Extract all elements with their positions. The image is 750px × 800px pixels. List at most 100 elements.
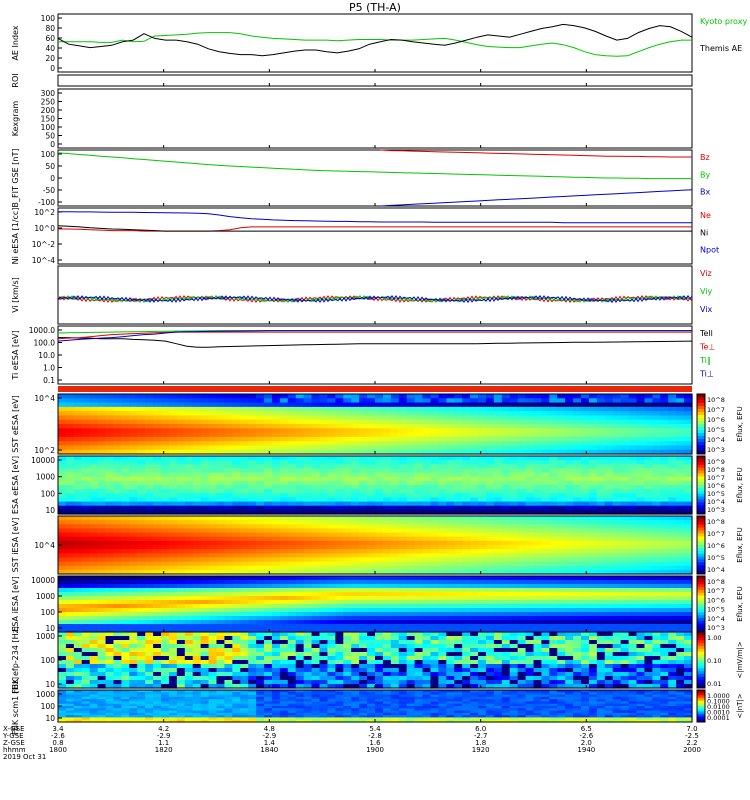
heatmap-cell [208,553,218,559]
colorbar-cell [697,479,705,483]
heatmap-cell [335,620,344,625]
heatmap-cell [359,545,368,550]
heatmap-cell [652,436,661,442]
heatmap-cell [351,612,360,617]
heatmap-cell [327,456,336,461]
heatmap-cell [454,545,463,550]
heatmap-cell [58,684,67,689]
heatmap-cell [398,620,408,625]
heatmap-cell [200,468,210,474]
heatmap-cell [351,398,360,404]
heatmap-cell [105,536,115,542]
heatmap-cell [517,540,527,546]
heatmap-cell [541,545,550,550]
heatmap-cell [604,596,614,601]
heatmap-cell [390,489,400,494]
heatmap-cell [168,588,178,593]
heatmap-cell [359,569,368,575]
colorbar-cell [697,578,705,583]
heatmap-cell [145,652,154,657]
heatmap-cell [462,565,471,571]
heatmap-cell [73,684,83,689]
heatmap-cell [367,501,376,507]
heatmap-cell [279,596,289,601]
heatmap-cell [612,464,622,470]
heatmap-cell [454,569,463,575]
heatmap-cell [501,505,511,511]
heatmap-cell [232,476,241,482]
heatmap-cell [668,516,677,521]
heatmap-cell [279,592,289,597]
heatmap-cell [295,411,305,417]
heatmap-cell [58,644,67,649]
heatmap-cell [113,664,122,669]
heatmap-cell [279,501,289,507]
heatmap-cell [65,406,75,412]
heatmap-cell [398,584,408,589]
heatmap-cell [137,588,146,593]
heatmap-cell [161,436,170,442]
heatmap-cell [264,432,273,438]
heatmap-cell [493,600,503,605]
heatmap-cell [367,612,376,617]
heatmap-cell [224,549,233,554]
panel-frame [57,325,693,385]
heatmap-cell [89,509,99,515]
heatmap-cell [533,569,543,575]
heatmap-cell [97,660,107,665]
heatmap-cell [168,532,178,538]
heatmap-cell [58,493,67,499]
heatmap-cell [573,520,582,525]
heatmap-cell [501,456,511,461]
y-tick-label: 10000 [31,576,55,585]
heatmap-cell [517,557,527,563]
heatmap-cell [73,520,83,525]
heatmap-cell [501,485,511,490]
heatmap-cell [493,549,503,554]
y-tick-label: 10 [45,624,55,633]
y-tick-label: 0.1 [43,376,55,385]
heatmap-cell [573,436,582,442]
heatmap-cell [327,411,336,417]
heatmap-cell [620,561,630,567]
heatmap-cell [232,520,241,525]
heatmap-cell [668,536,677,542]
heatmap-cell [367,580,376,585]
heatmap-cell [121,428,130,434]
heatmap-cell [375,476,384,482]
heatmap-cell [438,485,447,490]
heatmap-cell [192,428,202,434]
heatmap-cell [327,620,336,625]
heatmap-cell [73,436,83,442]
y-axis-label: B_FIT GSE [nT] [11,149,20,208]
heatmap-cell [343,419,352,425]
heatmap-cell [216,612,226,617]
heatmap-cell [200,419,210,425]
panel-7: SST eESA [eV] 10^410^210^810^710^610^510^… [11,393,744,455]
heatmap-cell [430,616,439,621]
heatmap-cell [327,600,336,605]
heatmap-cell [509,569,519,575]
heatmap-cell [271,616,281,621]
heatmap-cell [565,505,574,511]
heatmap-cell [256,604,265,609]
heatmap-cell [668,501,677,507]
heatmap-cell [684,480,693,486]
heatmap-cell [81,476,91,482]
heatmap-cell [470,411,479,417]
heatmap-cell [367,549,376,554]
heatmap-cell [279,616,289,621]
colorbar-tick-label: 10^4 [707,498,725,506]
heatmap-cell [184,584,194,589]
heatmap-cell [65,584,75,589]
heatmap-cell [271,569,281,575]
heatmap-cell [319,588,329,593]
heatmap-cell [271,436,281,442]
heatmap-cell [462,608,471,613]
heatmap-cell [279,449,289,455]
heatmap-cell [446,436,455,442]
heatmap-cell [145,580,154,585]
heatmap-cell [216,608,226,613]
heatmap-cell [604,445,614,451]
heatmap-cell [367,441,376,447]
